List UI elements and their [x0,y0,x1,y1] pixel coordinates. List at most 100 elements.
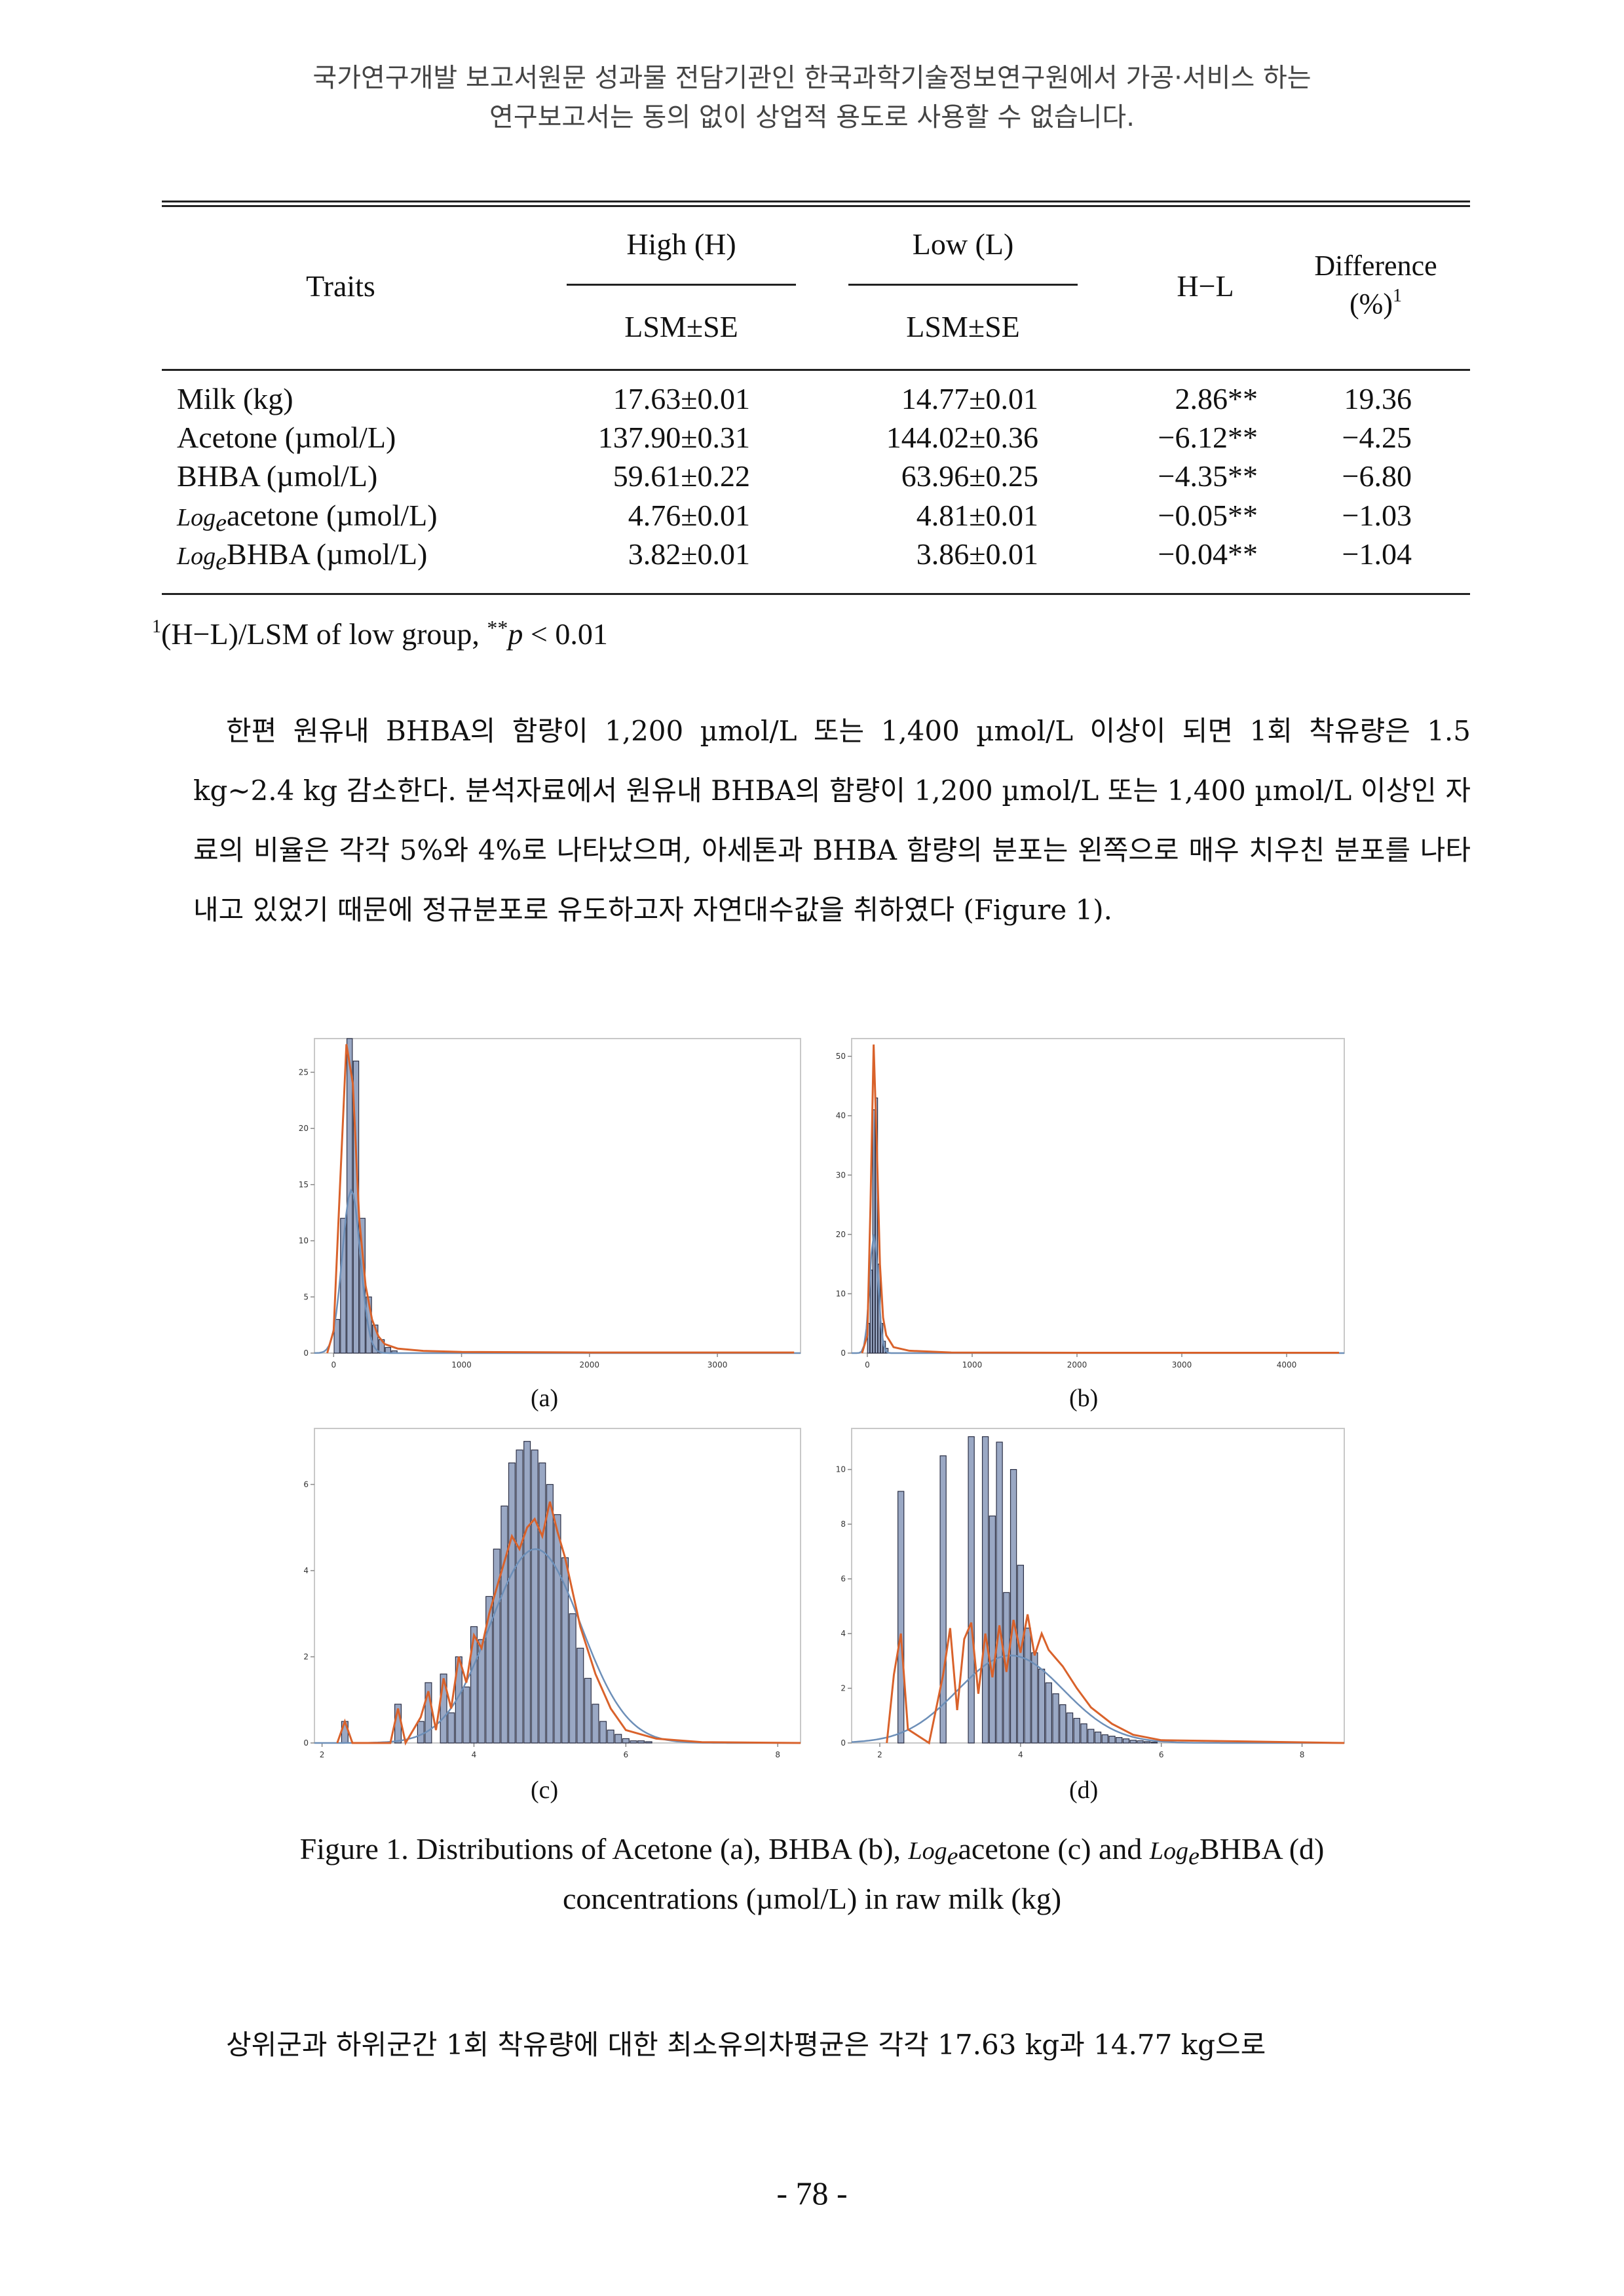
y-tick-label: 5 [303,1292,309,1301]
header-notice-line1: 국가연구개발 보고서원문 성과물 전담기관인 한국과학기술정보연구원에서 가공·… [312,63,1312,93]
x-tick-label: 0 [865,1360,870,1369]
col-hl: H−L [1177,269,1234,303]
x-tick-label: 2000 [1067,1360,1087,1369]
histogram-bar [897,1491,905,1744]
table-row-trait: BHBA (µmol/L) [177,459,378,493]
histogram-acetone: 0 1000 2000 3000 0 5 10 15 20 25 [299,1038,801,1369]
histogram-bar [576,1647,584,1744]
table-cell-high: 59.61±0.22 [613,459,750,493]
histogram-bar [569,1613,576,1744]
histogram-bar [989,1515,996,1744]
histogram-bar [872,1109,876,1354]
histogram-bar [493,1548,500,1744]
plot-frame [851,1428,1345,1744]
x-tick-label: 2 [320,1750,325,1759]
y-tick-label: 6 [303,1480,309,1489]
histogram-bar [1045,1682,1052,1744]
histogram-bar [333,1318,340,1354]
histogram-bar [968,1436,975,1744]
col-traits: Traits [306,269,375,303]
table-row-trait: Acetone (µmol/L) [177,421,396,454]
table-cell-high: 3.82±0.01 [628,537,750,571]
histogram-bar [1073,1717,1080,1744]
table-cell-diff: −1.03 [1342,499,1412,532]
histogram-bar [1066,1712,1074,1744]
table-top-rule-2 [162,205,1470,207]
y-tick-label: 4 [303,1566,309,1575]
table-cell-hl: −0.04** [1158,537,1258,571]
histogram-bar [372,1324,379,1354]
col-low: Low (L) [912,227,1014,261]
figure-caption-line1: Figure 1. Distributions of Acetone (a), … [299,1832,1325,1870]
x-tick-label: 0 [331,1360,336,1369]
histogram-bar [614,1734,622,1744]
histogram-bar [622,1738,630,1744]
histogram-bar [417,1721,425,1744]
table-cell-high: 17.63±0.01 [613,382,750,415]
histogram-bar [1122,1738,1130,1744]
x-tick-label: 2 [877,1750,882,1759]
x-tick-label: 4000 [1277,1360,1297,1369]
table-row-trait: Logeacetone (µmol/L) [177,499,438,537]
header-notice-line2: 연구보고서는 동의 없이 상업적 용도로 사용할 수 없습니다. [489,102,1135,132]
x-tick-label: 6 [624,1750,629,1759]
table-cell-low: 3.86±0.01 [916,537,1038,571]
x-tick-label: 6 [1159,1750,1164,1759]
panel-label-b: (b) [1069,1385,1099,1412]
y-tick-label: 10 [836,1465,846,1474]
table-cell-hl: −4.35** [1158,459,1258,493]
table-row-trait: Milk (kg) [177,382,293,415]
y-tick-label: 30 [836,1170,846,1179]
histogram-bar [599,1721,607,1744]
histogram-bar [1038,1668,1046,1744]
histogram-log-bhba: 2 4 6 8 0 2 4 6 8 10 [836,1428,1345,1759]
histogram-bar [1087,1729,1095,1744]
table-cell-diff: 19.36 [1344,382,1412,415]
y-tick-label: 50 [836,1052,846,1061]
y-tick-label: 25 [299,1067,309,1077]
col-high: High (H) [626,227,736,261]
page-number: - 78 - [776,2175,848,2211]
x-tick-label: 8 [1300,1750,1305,1759]
histogram-bar [939,1455,947,1744]
histogram-bar [485,1596,493,1744]
body-paragraph-1: 한편 원유내 BHBA의 함량이 1,200 µmol/L 또는 1,400 µ… [193,715,1471,926]
histogram-bar [869,1269,873,1354]
y-tick-label: 40 [836,1111,846,1120]
high-underline [567,284,796,286]
histogram-bar [1144,1741,1151,1744]
histogram-bar [1116,1737,1123,1744]
histogram-bar [1052,1693,1059,1744]
y-tick-label: 2 [840,1684,846,1693]
histogram-bar [340,1217,347,1354]
y-tick-label: 0 [840,1349,846,1358]
table-cell-diff: −6.80 [1342,459,1412,493]
y-tick-label: 10 [299,1236,309,1246]
x-tick-label: 1000 [962,1360,983,1369]
density-curve [326,1044,795,1354]
histogram-bar [981,1436,989,1744]
col-lsm-low: LSM±SE [906,310,1020,343]
table-cell-low: 4.81±0.01 [916,499,1038,532]
histogram-bar [554,1514,561,1744]
y-tick-label: 10 [836,1289,846,1298]
x-tick-label: 3000 [708,1360,728,1369]
x-tick-label: 2000 [580,1360,600,1369]
histogram-bar [1108,1735,1116,1744]
histogram-bar [584,1677,592,1744]
plot-frame [314,1038,801,1354]
histogram-bar [1129,1740,1137,1744]
histogram-bar [1094,1731,1102,1744]
histogram-bar [607,1729,614,1744]
histogram-bar [1024,1628,1031,1744]
low-underline [848,284,1078,286]
x-tick-label: 4 [472,1750,477,1759]
y-tick-label: 20 [836,1230,846,1239]
table-row-trait: LogeBHBA (µmol/L) [177,537,428,575]
col-lsm-high: LSM±SE [624,310,738,343]
table-cell-low: 63.96±0.25 [901,459,1038,493]
x-tick-label: 1000 [451,1360,472,1369]
histogram-bar [470,1626,478,1744]
histogram-bar [538,1463,546,1744]
histogram-bar [1150,1742,1158,1744]
